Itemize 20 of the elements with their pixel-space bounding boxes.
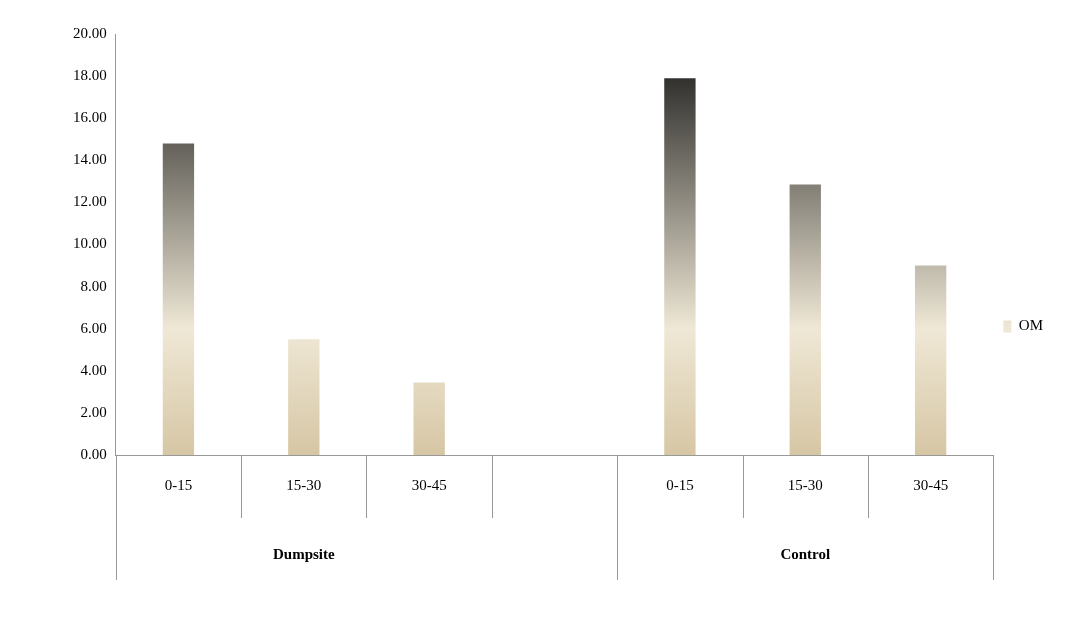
legend-label: OM xyxy=(1018,317,1043,334)
y-tick-label: 20.00 xyxy=(73,24,107,41)
text: Dumpsite xyxy=(272,545,335,562)
x-tick-label: 30-45 xyxy=(913,476,949,493)
y-tick-label: 2.00 xyxy=(80,403,107,420)
x-tick-label: 15-30 xyxy=(286,476,322,493)
y-tick-label: 12.00 xyxy=(73,193,107,210)
y-tick-label: 14.00 xyxy=(73,151,107,168)
y-tick-label: 8.00 xyxy=(80,277,107,294)
y-tick-label: 16.00 xyxy=(73,109,107,126)
text: Control xyxy=(780,545,831,562)
y-tick-label: 0.00 xyxy=(80,445,107,462)
y-tick-label: 18.00 xyxy=(73,67,107,84)
y-tick-label: 6.00 xyxy=(80,319,107,336)
y-tick-label: 4.00 xyxy=(80,361,107,378)
x-tick-label: 0-15 xyxy=(164,476,193,493)
y-tick-label: 10.00 xyxy=(73,235,107,252)
x-tick-label: 15-30 xyxy=(787,476,823,493)
x-tick-label: 0-15 xyxy=(666,476,694,493)
x-tick-label: 30-45 xyxy=(411,476,447,493)
